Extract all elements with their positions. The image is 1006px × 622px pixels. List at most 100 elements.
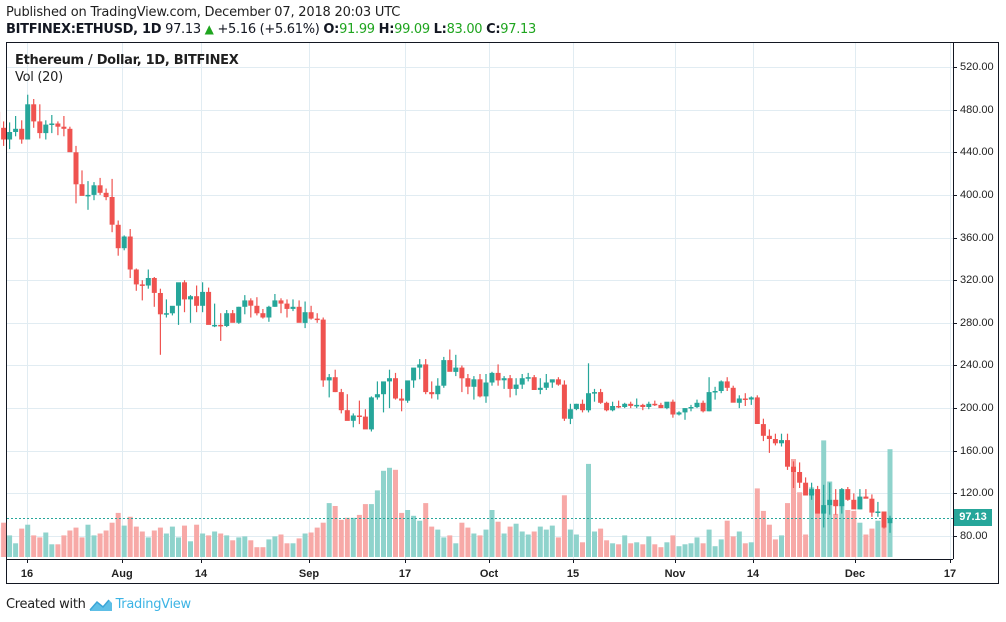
candle-body <box>272 300 278 307</box>
candle-body <box>706 392 712 412</box>
candle-body <box>483 382 489 397</box>
volume-bar <box>682 544 688 557</box>
candle-body <box>151 278 157 293</box>
volume-bar <box>634 542 640 557</box>
candle-body <box>308 312 314 319</box>
volume-bar <box>169 526 175 557</box>
volume-bar <box>272 536 278 557</box>
volume-bar <box>724 520 730 557</box>
candle-body <box>103 192 109 198</box>
volume-bar <box>573 534 579 557</box>
volume-bar <box>429 526 435 557</box>
candle-body <box>97 185 103 193</box>
volume-bar <box>188 541 193 557</box>
candle-body <box>326 377 332 381</box>
candle-body <box>157 293 163 315</box>
created-with-text: Created with <box>6 597 86 612</box>
candle-body <box>25 104 31 140</box>
volume-bar <box>206 535 212 557</box>
candle-body <box>815 489 821 514</box>
candle-body <box>863 496 869 499</box>
volume-bar <box>863 534 869 557</box>
candle-body <box>501 378 507 381</box>
candle-body <box>441 360 447 386</box>
candle-body <box>598 392 604 403</box>
candle-body <box>447 360 453 372</box>
candle-body <box>531 377 537 390</box>
volume-bar <box>718 539 724 557</box>
time-tick-label: Aug <box>111 568 133 580</box>
volume-bar <box>592 531 597 557</box>
volume-bar <box>616 544 622 557</box>
candle-body <box>200 291 206 306</box>
volume-bar <box>766 524 772 557</box>
volume-bar <box>49 544 55 557</box>
candle-body <box>362 416 368 430</box>
volume-bar <box>772 539 778 557</box>
time-tick-label: 17 <box>398 568 412 580</box>
candle-body <box>495 372 501 381</box>
volume-bar <box>754 488 760 557</box>
candle-body <box>19 128 25 140</box>
candle-body <box>13 128 19 132</box>
volume-bar <box>157 527 163 557</box>
volume-bar <box>218 533 224 557</box>
low-value: 83.00 <box>446 22 483 37</box>
candle-body <box>610 406 616 411</box>
candle-body <box>1 127 7 140</box>
volume-bar <box>248 540 254 557</box>
candle-body <box>628 403 634 406</box>
volume-bar <box>230 540 236 557</box>
candle-body <box>881 511 887 528</box>
candle-body <box>604 402 610 411</box>
low-label: L: <box>433 22 447 37</box>
candle-body <box>742 398 748 400</box>
candle-body <box>694 402 700 408</box>
volume-bar <box>543 529 549 557</box>
volume-bar <box>658 547 664 557</box>
candle-body <box>785 440 790 467</box>
candle-body <box>869 498 875 513</box>
candle-body <box>622 403 628 407</box>
volume-bar <box>411 515 417 557</box>
volume-bar <box>182 525 187 557</box>
candle-body <box>212 324 218 327</box>
candle-body <box>387 378 392 382</box>
volume-bar <box>109 522 115 557</box>
volume-bar <box>803 534 809 557</box>
volume-bar <box>736 531 742 557</box>
candle-body <box>429 392 435 395</box>
volume-bar <box>531 531 537 557</box>
candle-body <box>592 392 597 394</box>
candle-body <box>875 511 881 513</box>
candle-body <box>459 367 465 379</box>
volume-bar <box>827 481 833 557</box>
candle-body <box>49 123 55 125</box>
candle-body <box>634 404 640 407</box>
volume-bar <box>266 539 272 557</box>
candle-body <box>567 409 573 419</box>
candle-body <box>821 505 827 514</box>
volume-bar <box>549 525 555 557</box>
volume-bar <box>809 487 815 557</box>
volume-bar <box>368 504 374 557</box>
candle-body <box>573 403 579 410</box>
volume-bar <box>254 547 260 557</box>
candle-body <box>658 404 664 409</box>
candle-body <box>646 403 652 407</box>
footer-credit: Created with TradingView <box>6 597 191 612</box>
published-note: Published on TradingView.com, December 0… <box>6 5 401 20</box>
candle-body <box>254 305 260 314</box>
candle-body <box>338 392 344 411</box>
volume-bar <box>19 528 25 557</box>
candle-body <box>766 435 772 439</box>
tradingview-brand-link[interactable]: TradingView <box>115 597 192 612</box>
candle-body <box>417 364 423 368</box>
volume-bar <box>537 526 543 557</box>
volume-bar <box>145 537 151 557</box>
candle-body <box>760 424 766 436</box>
volume-bar <box>833 513 839 557</box>
volume-bar <box>459 522 465 557</box>
volume-bar <box>580 542 585 557</box>
